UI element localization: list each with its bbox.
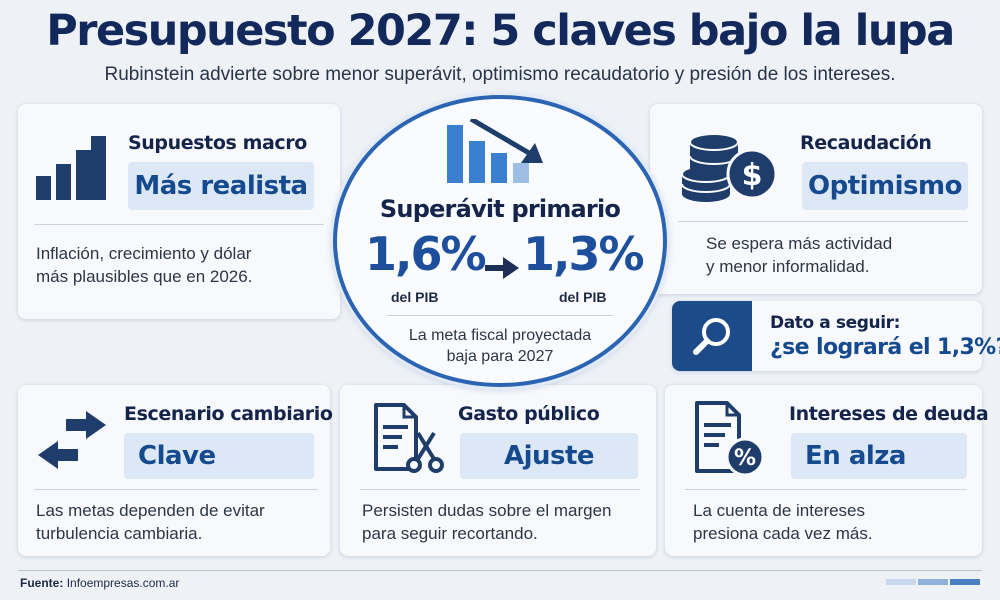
description-line: para seguir recortando. [362, 524, 538, 543]
exchange-arrows-icon [38, 411, 106, 469]
divider [34, 224, 324, 225]
description-line: más plausibles que en 2026. [36, 267, 253, 286]
card-title: Supuestos macro [128, 132, 307, 154]
page-title: Presupuesto 2027: 5 claves bajo la lupa [46, 6, 955, 56]
superavit-description: La meta fiscal proyectada baja para 2027 [337, 325, 663, 367]
footer-decoration-bar [950, 579, 980, 585]
superavit-from-value: 1,6% [365, 227, 487, 281]
divider [685, 489, 967, 490]
description-line: La meta fiscal proyectada [408, 327, 592, 344]
dato-question: ¿se logrará el 1,3%? [770, 335, 1000, 360]
bar-chart-icon [36, 136, 106, 200]
coins-dollar-icon: $ [681, 133, 778, 202]
card-title: Recaudación [800, 132, 932, 154]
document-scissors-icon [374, 403, 444, 473]
magnifier-icon-box [672, 301, 752, 371]
description-line: Inflación, crecimiento y dólar [36, 244, 252, 263]
card-title: Escenario cambiario [124, 403, 333, 425]
divider [387, 315, 613, 316]
status-badge: Ajuste [460, 433, 638, 479]
description-line: presiona cada vez más. [693, 524, 873, 543]
card-escenario-cambiario: Escenario cambiario Clave Las metas depe… [18, 385, 333, 556]
card-dato-a-seguir: Dato a seguir: ¿se logrará el 1,3%? [672, 301, 1000, 371]
description-line: Las metas dependen de evitar [36, 501, 265, 520]
svg-text:$: $ [742, 158, 763, 193]
magnifier-icon [693, 318, 730, 355]
description-line: La cuenta de intereses [693, 501, 866, 520]
superavit-to-unit: del PIB [559, 289, 607, 305]
card-gasto-publico: Gasto público Ajuste Persisten dudas sob… [340, 385, 656, 556]
card-recaudacion: $ Recaudación Optimismo Se espera más ac… [650, 104, 982, 294]
card-description: Inflación, crecimiento y dólar más plaus… [36, 242, 252, 288]
superavit-from-unit: del PIB [391, 289, 439, 305]
card-title: Gasto público [458, 403, 600, 425]
description-line: turbulencia cambiaria. [36, 524, 203, 543]
footer-source: Fuente: Infoempresas.com.ar [20, 576, 179, 590]
right-arrow-icon [485, 257, 519, 279]
description-line: Se espera más actividad [706, 234, 893, 253]
status-badge: Optimismo [802, 162, 968, 210]
divider [360, 489, 640, 490]
card-description: Las metas dependen de evitar turbulencia… [36, 499, 265, 545]
document-percent-icon: % [695, 401, 765, 477]
description-line: y menor informalidad. [706, 257, 870, 276]
dato-label: Dato a seguir: [770, 313, 901, 333]
card-supuestos-macro: Supuestos macro Más realista Inflación, … [18, 104, 340, 319]
footer-decoration-bar [886, 579, 916, 585]
divider [34, 489, 318, 490]
page-subtitle: Rubinstein advierte sobre menor superávi… [104, 64, 896, 85]
card-intereses-deuda: % Intereses de deuda En alza La cuenta d… [665, 385, 989, 556]
status-badge: En alza [791, 433, 967, 479]
card-description: La cuenta de intereses presiona cada vez… [693, 499, 873, 545]
divider [678, 221, 968, 222]
superavit-circle: Superávit primario 1,6% 1,3% del PIB del… [333, 95, 667, 387]
card-description: Se espera más actividad y menor informal… [706, 232, 892, 278]
superavit-to-value: 1,3% [523, 227, 645, 281]
svg-text:%: % [734, 446, 756, 471]
description-line: Persisten dudas sobre el margen [362, 501, 612, 520]
footer-decoration-bar [918, 579, 948, 585]
footer-divider [18, 570, 982, 571]
superavit-title: Superávit primario [379, 195, 621, 223]
footer-label: Fuente: [20, 576, 64, 590]
description-line: baja para 2027 [446, 348, 554, 365]
card-title: Intereses de deuda [789, 403, 989, 425]
status-badge: Más realista [128, 162, 314, 210]
footer-source-text: Infoempresas.com.ar [66, 576, 180, 590]
card-description: Persisten dudas sobre el margen para seg… [362, 499, 611, 545]
declining-bars-icon [447, 119, 543, 183]
status-badge: Clave [124, 433, 314, 479]
